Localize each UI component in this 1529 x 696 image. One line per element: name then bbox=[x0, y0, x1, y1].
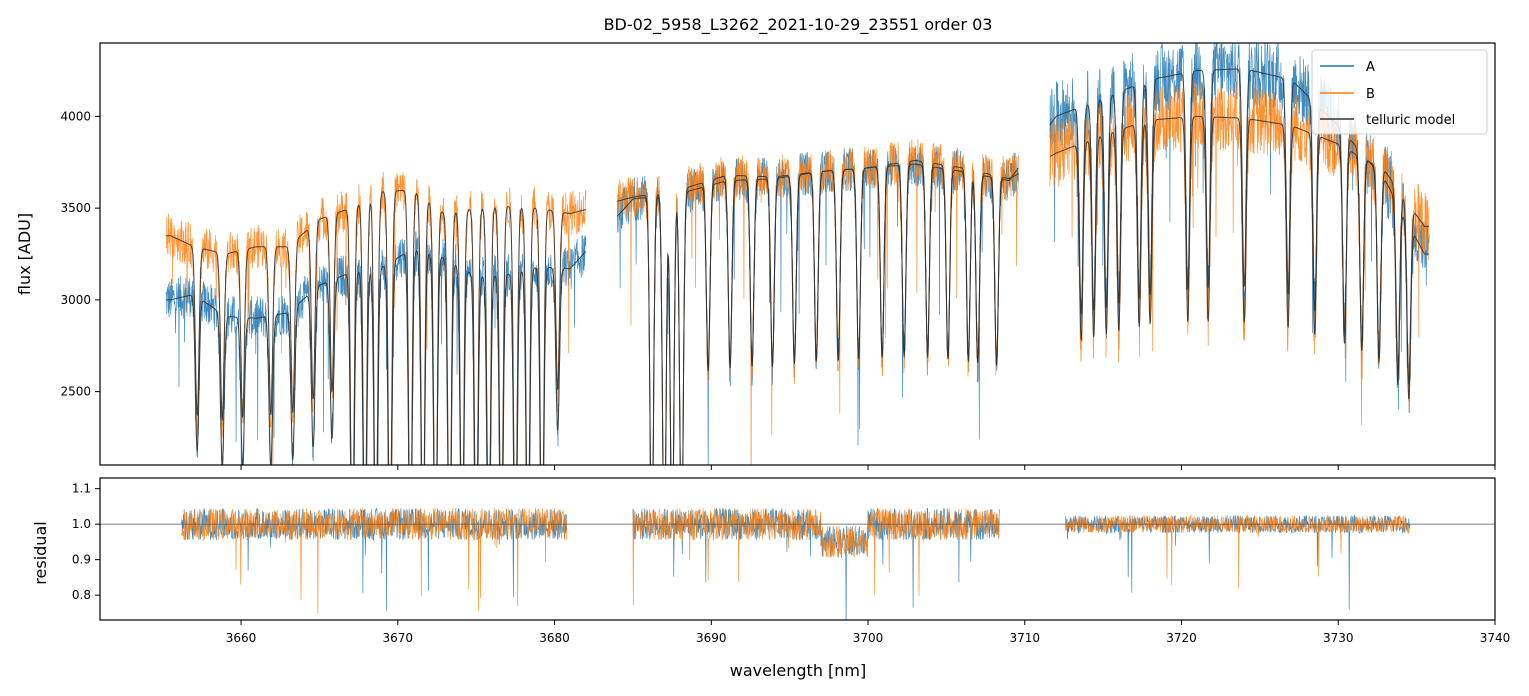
telluric-model-b-segment-3 bbox=[1049, 115, 1429, 385]
x-tick-label: 3690 bbox=[696, 631, 727, 645]
x-tick-label: 3720 bbox=[1166, 631, 1197, 645]
residual-series-group bbox=[181, 507, 1411, 620]
legend[interactable]: A B telluric model bbox=[1311, 49, 1488, 135]
x-tick-label: 3660 bbox=[226, 631, 257, 645]
flux-series-b-segment-3 bbox=[1049, 81, 1430, 426]
flux-y-tick-label: 3500 bbox=[60, 201, 91, 215]
residual-x-axis: 3660 3670 3680 3690 3700 3710 3720 3730 3740 bbox=[226, 620, 1510, 645]
x-axis-label: wavelength [nm] bbox=[730, 661, 867, 680]
legend-box bbox=[1311, 49, 1488, 135]
flux-x-ticks bbox=[240, 465, 1496, 470]
flux-y-tick-label: 2500 bbox=[60, 385, 91, 399]
flux-y-tick-label: 3000 bbox=[60, 293, 91, 307]
residual-series-b-segment-3 bbox=[1065, 514, 1411, 589]
flux-series-group bbox=[165, 43, 1430, 465]
flux-series-b-segment-1 bbox=[165, 171, 587, 465]
residual-y-tick-label: 1.1 bbox=[72, 482, 91, 496]
x-tick-label: 3710 bbox=[1010, 631, 1041, 645]
legend-label-a: A bbox=[1366, 60, 1375, 75]
x-tick-label: 3740 bbox=[1480, 631, 1511, 645]
flux-panel: 2500 3000 3500 4000 flux [ADU] A B telluric… bbox=[15, 42, 1496, 470]
telluric-model-a-segment-1 bbox=[165, 249, 587, 465]
x-tick-label: 3680 bbox=[539, 631, 570, 645]
flux-y-tick-label: 4000 bbox=[60, 109, 91, 123]
x-tick-label: 3700 bbox=[853, 631, 884, 645]
flux-series-a-segment-1 bbox=[165, 231, 587, 465]
x-tick-label: 3730 bbox=[1323, 631, 1354, 645]
legend-label-model: telluric model bbox=[1366, 113, 1455, 128]
flux-plot-frame bbox=[99, 42, 1496, 466]
legend-label-b: B bbox=[1366, 87, 1375, 102]
residual-plot-frame bbox=[99, 477, 1496, 621]
residual-y-label: residual bbox=[31, 521, 50, 584]
x-tick-label: 3670 bbox=[383, 631, 414, 645]
residual-series-b-segment-2 bbox=[632, 507, 1000, 606]
telluric-model-b-segment-1 bbox=[165, 189, 586, 465]
residual-y-axis: 0.8 0.9 1.0 1.1 bbox=[72, 482, 100, 602]
residual-y-tick-label: 1.0 bbox=[72, 517, 91, 531]
telluric-model-b-segment-2 bbox=[617, 160, 1019, 465]
flux-y-axis: 2500 3000 3500 4000 bbox=[60, 109, 100, 399]
residual-y-tick-label: 0.9 bbox=[72, 553, 91, 567]
residual-series-b-segment-1 bbox=[181, 508, 568, 614]
chart-title: BD-02_5958_L3262_2021-10-29_23551 order … bbox=[604, 15, 993, 35]
residual-panel: 0.8 0.9 1.0 1.1 3660 3670 3680 3690 3700 3710 372… bbox=[31, 477, 1510, 680]
flux-y-label: flux [ADU] bbox=[15, 213, 34, 295]
residual-y-tick-label: 0.8 bbox=[72, 588, 91, 602]
